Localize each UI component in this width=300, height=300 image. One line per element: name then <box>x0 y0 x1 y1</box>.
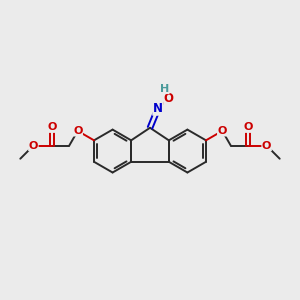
Text: O: O <box>29 141 38 151</box>
Text: O: O <box>164 92 174 105</box>
Text: O: O <box>243 122 253 132</box>
Text: O: O <box>73 126 82 136</box>
Text: N: N <box>153 102 163 115</box>
Text: O: O <box>47 122 57 132</box>
Text: O: O <box>262 141 271 151</box>
Text: H: H <box>160 83 169 94</box>
Text: O: O <box>218 126 227 136</box>
